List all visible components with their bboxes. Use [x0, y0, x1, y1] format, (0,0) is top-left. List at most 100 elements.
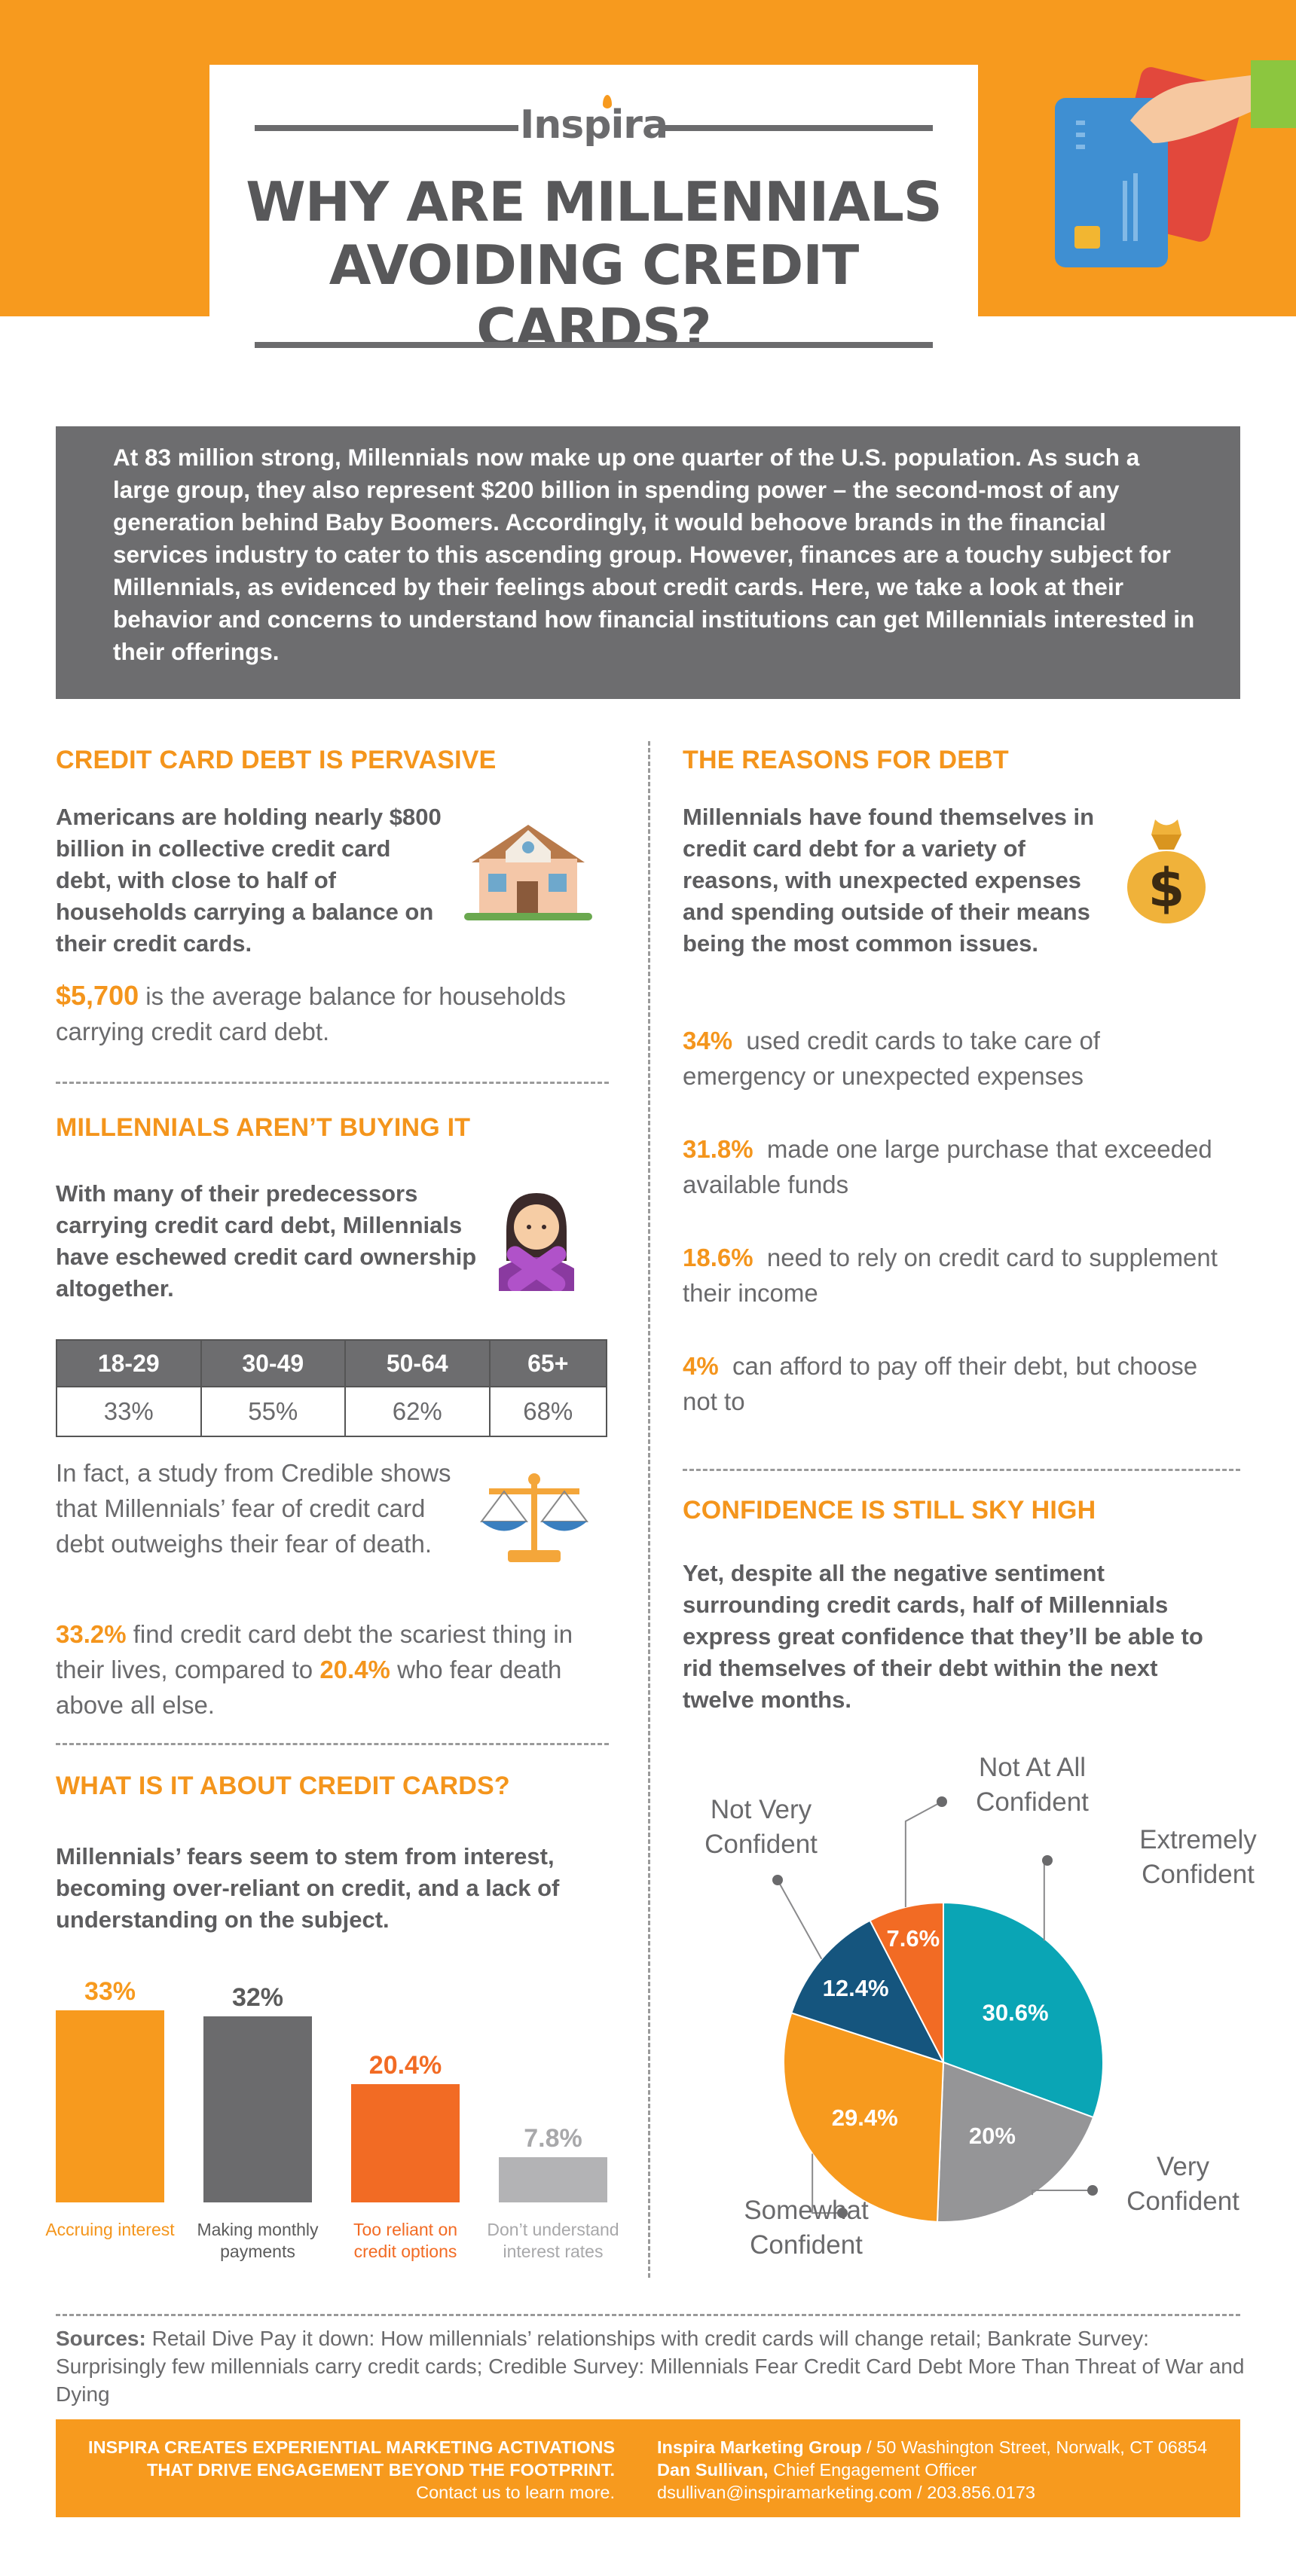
scales-icon	[480, 1473, 588, 1562]
death-stat-text: who fear death above all else.	[56, 1656, 562, 1719]
section-title-about: WHAT IS IT ABOUT CREDIT CARDS?	[56, 1772, 510, 1800]
pie-leader-dot	[837, 2208, 848, 2218]
pie-slice	[783, 2012, 945, 2223]
fear-stat: 33.2% find credit card debt the scariest…	[56, 1616, 606, 1723]
bar-chart: 33% Accruing interest 32% Making monthly pa…	[45, 1963, 619, 2264]
sources-divider	[56, 2314, 1240, 2316]
table-header-cell: 50-64	[344, 1339, 491, 1387]
title-line-2: AVOIDING CREDIT CARDS?	[329, 233, 859, 360]
pie-value-label: 12.4%	[823, 1975, 889, 2001]
study-text: In fact, a study from Credible shows tha…	[56, 1459, 451, 1558]
logo: Inspira	[519, 102, 668, 148]
sources-text: Retail Dive Pay it down: How millennials…	[56, 2327, 1245, 2406]
table-header-cell: 65+	[488, 1339, 607, 1387]
flame-icon	[603, 95, 612, 108]
bar-value-label: 20.4%	[368, 2050, 442, 2080]
pie-category-label: Not Very Confident	[705, 1795, 818, 1859]
intro-text: At 83 million strong, Millennials now ma…	[113, 444, 1195, 665]
reasons-lead: Millennials have found themselves in cre…	[683, 804, 1095, 957]
pie-category-label: Very Confident	[1126, 2152, 1239, 2216]
bar-value-label: 33%	[84, 1977, 136, 2007]
bar-value-label: 32%	[231, 1983, 284, 2013]
footer-role: Chief Engagement Officer	[768, 2460, 977, 2480]
about-lead: Millennials’ fears seem to stem from int…	[56, 1843, 560, 1933]
section-title-debt: CREDIT CARD DEBT IS PERVASIVE	[56, 746, 497, 774]
reason-value: 4%	[683, 1352, 719, 1380]
pie-category-label: Somewhat Confident	[744, 2196, 869, 2260]
no-gesture-woman-icon	[499, 1193, 574, 1291]
reason-item: 34% used credit cards to take care of em…	[683, 1023, 1225, 1094]
pie-value-label: 29.4%	[832, 2104, 898, 2131]
fear-stat-text: find credit card debt the scariest thing…	[56, 1620, 573, 1683]
section-title-confidence: CONFIDENCE IS STILL SKY HIGH	[683, 1496, 1096, 1525]
pie-leader-dot	[1087, 2185, 1098, 2196]
bar	[56, 2010, 164, 2202]
table-header-row: 18-29 30-49 50-64 65+	[56, 1339, 607, 1387]
footer-person: Dan Sullivan,	[657, 2460, 769, 2480]
table-header-cell: 18-29	[56, 1339, 202, 1387]
debt-stat-text: is the average balance for households ca…	[56, 982, 566, 1045]
reason-item: 31.8% made one large purchase that excee…	[683, 1131, 1225, 1202]
table-row: 33% 55% 62% 68%	[56, 1386, 607, 1437]
pie-slice	[869, 1901, 944, 2063]
table-cell: 62%	[344, 1386, 491, 1437]
bar-category-label: Too reliant on credit options	[353, 2220, 458, 2261]
debt-lead: Americans are holding nearly $800 billio…	[56, 804, 442, 957]
reason-text: can afford to pay off their debt, but ch…	[683, 1352, 1198, 1415]
table-header-cell: 30-49	[200, 1339, 346, 1387]
footer-tagline-2: THAT DRIVE ENGAGEMENT BEYOND THE FOOTPRI…	[146, 2460, 615, 2480]
reason-item: 18.6% need to rely on credit card to sup…	[683, 1240, 1225, 1311]
reason-value: 34%	[683, 1027, 733, 1055]
title-rule-bottom	[255, 342, 933, 348]
pie-leader-line	[812, 2153, 842, 2214]
section-divider	[56, 1082, 609, 1084]
sources-label: Sources:	[56, 2327, 146, 2350]
footer-company: Inspira Marketing Group	[657, 2437, 862, 2457]
confidence-lead: Yet, despite all the negative sentiment …	[683, 1560, 1203, 1713]
bar-category-label: Don’t understand interest rates	[487, 2220, 619, 2261]
bar	[351, 2083, 460, 2202]
reason-value: 18.6%	[683, 1244, 753, 1271]
footer-address: / 50 Washington Street, Norwalk, CT 0685…	[861, 2437, 1208, 2457]
bar-value-label: 7.8%	[524, 2123, 582, 2153]
section-title-reasons: THE REASONS FOR DEBT	[683, 746, 1009, 774]
pie-value-label: 7.6%	[887, 1925, 940, 1952]
bar-category-label: Accruing interest	[45, 2220, 175, 2239]
house-icon	[464, 825, 592, 920]
pie-leader-dot	[1042, 1855, 1053, 1866]
reason-text: need to rely on credit card to supplemen…	[683, 1244, 1218, 1307]
pie-leader-dot	[772, 1875, 783, 1885]
title-rule-left	[255, 125, 518, 131]
table-cell: 33%	[56, 1386, 202, 1437]
footer-tagline-1: INSPIRA CREATES EXPERIENTIAL MARKETING A…	[88, 2437, 615, 2457]
reason-item: 4% can afford to pay off their debt, but…	[683, 1348, 1225, 1419]
fear-stat-value: 33.2%	[56, 1620, 127, 1648]
footer-company-line: Inspira Marketing Group / 50 Washington …	[657, 2436, 1230, 2458]
pie-value-label: 30.6%	[983, 1999, 1049, 2025]
page-title: WHY ARE MILLENNIALS AVOIDING CREDIT CARD…	[225, 170, 963, 360]
pie-category-label: Extremely Confident	[1139, 1825, 1257, 1889]
reason-text: made one large purchase that exceeded av…	[683, 1135, 1212, 1198]
debt-stat: $5,700 is the average balance for househ…	[56, 978, 583, 1049]
pie-leader-line	[1043, 1860, 1047, 1941]
reason-value: 31.8%	[683, 1135, 753, 1163]
footer-email-phone[interactable]: dsullivan@inspiramarketing.com / 203.856…	[657, 2483, 1035, 2502]
pie-value-label: 20%	[969, 2123, 1016, 2149]
pie-leader-line	[777, 1879, 823, 1960]
title-line-1: WHY ARE MILLENNIALS	[246, 170, 942, 233]
footer: INSPIRA CREATES EXPERIENTIAL MARKETING A…	[56, 2419, 1240, 2517]
bar	[499, 2156, 607, 2202]
footer-contact-cta[interactable]: Contact us to learn more.	[416, 2483, 615, 2502]
bar	[203, 2016, 312, 2202]
sources: Sources: Retail Dive Pay it down: How mi…	[56, 2324, 1246, 2408]
credit-card-hand-icon	[1055, 60, 1296, 267]
footer-person-line: Dan Sullivan, Chief Engagement Officer	[657, 2458, 1230, 2481]
debt-stat-value: $5,700	[56, 980, 139, 1011]
title-rule-right	[663, 125, 933, 131]
death-stat-value: 20.4%	[319, 1656, 390, 1683]
pie-svg: 30.6% 20% 29.4% 12.4% 7.6%	[772, 1796, 1104, 2223]
section-title-notbuying: MILLENNIALS AREN’T BUYING IT	[56, 1113, 471, 1142]
pie-leader-line	[904, 1801, 943, 1908]
notbuying-lead: With many of their predecessors carrying…	[56, 1180, 477, 1302]
reason-text: used credit cards to take care of emerge…	[683, 1027, 1100, 1090]
